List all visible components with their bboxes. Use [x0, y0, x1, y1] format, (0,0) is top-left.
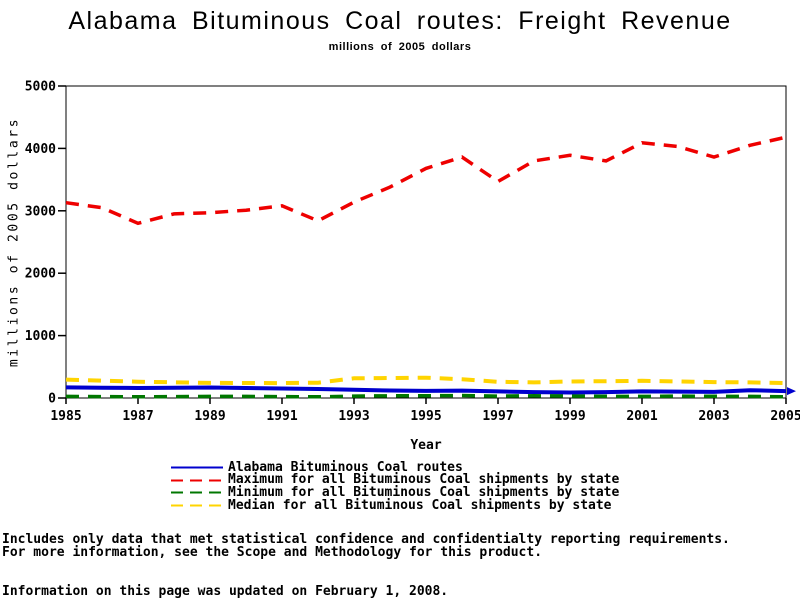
- y-tick-label: 0: [48, 392, 56, 407]
- series-line-2: [65, 393, 787, 399]
- footnote-confidence: Includes only data that met statistical …: [2, 532, 730, 547]
- legend-swatch-line: [171, 491, 223, 494]
- legend: Alabama Bituminous Coal routes Maximum fo…: [170, 459, 620, 513]
- x-tick-label: 1995: [410, 409, 441, 424]
- plot-area: 0 1000 2000 3000 4000 5000 1985 1987 1989 1991 199…: [25, 80, 800, 425]
- x-tick-label: 2001: [626, 409, 657, 424]
- series-line-0: [65, 385, 787, 395]
- y-axis-label: millions of 2005 dollars: [6, 116, 22, 368]
- legend-item: Median for all Bituminous Coal shipments…: [170, 497, 619, 513]
- x-tick-label: 1991: [266, 409, 297, 424]
- legend-swatch-line: [171, 504, 223, 507]
- x-tick-label: 2003: [698, 409, 729, 424]
- legend-item: Minimum for all Bituminous Coal shipment…: [170, 484, 620, 500]
- legend-label: Alabama Bituminous Coal routes: [228, 459, 463, 475]
- legend-label: Maximum for all Bituminous Coal shipment…: [228, 472, 620, 488]
- footnote-updated: Information on this page was updated on …: [2, 584, 449, 599]
- legend-label: Minimum for all Bituminous Coal shipment…: [228, 484, 620, 500]
- chart-subtitle: millions of 2005 dollars: [328, 41, 472, 53]
- chart-title: Alabama Bituminous Coal routes: Freight …: [68, 7, 732, 35]
- x-tick-label: 1999: [554, 409, 585, 424]
- y-tick-label: 5000: [25, 80, 56, 95]
- x-axis-label: Year: [410, 438, 442, 453]
- y-tick-label: 4000: [25, 142, 56, 157]
- x-tick-label: 1993: [338, 409, 369, 424]
- y-tick-label: 3000: [25, 204, 56, 219]
- x-tick-label: 1987: [122, 409, 153, 424]
- x-tick-label: 1985: [50, 409, 81, 424]
- x-tick-label: 1989: [194, 409, 225, 424]
- legend-label: Median for all Bituminous Coal shipments…: [228, 497, 612, 513]
- x-tick-label: 1997: [482, 409, 513, 424]
- legend-item: Alabama Bituminous Coal routes: [170, 459, 619, 475]
- series-line-3: [65, 375, 787, 386]
- y-tick-label: 1000: [25, 329, 56, 344]
- footnote-scope: For more information, see the Scope and …: [2, 545, 543, 560]
- x-tick-label: 2005: [770, 409, 800, 424]
- legend-swatch-line: [171, 479, 223, 482]
- y-tick-label: 2000: [25, 267, 56, 282]
- series-end-arrow: [787, 387, 796, 396]
- legend-swatch-line: [171, 466, 223, 469]
- legend-item: Maximum for all Bituminous Coal shipment…: [170, 472, 620, 488]
- series-line-1: [65, 135, 787, 226]
- plot-frame: [65, 85, 787, 399]
